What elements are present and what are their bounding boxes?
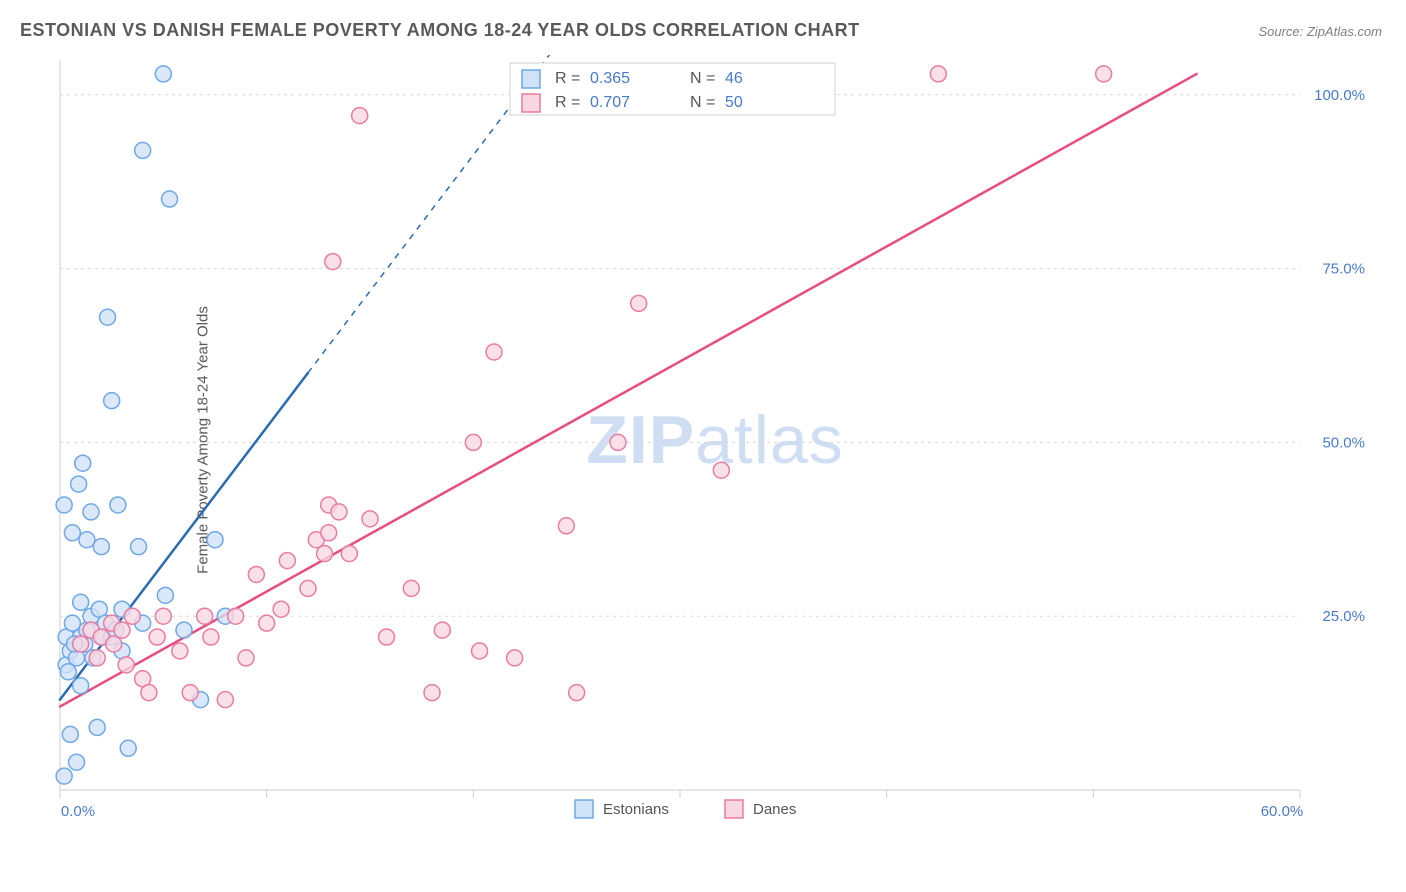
source-attribution: Source: ZipAtlas.com: [1258, 24, 1382, 39]
chart-container: ESTONIAN VS DANISH FEMALE POVERTY AMONG …: [0, 0, 1406, 892]
chart-title: ESTONIAN VS DANISH FEMALE POVERTY AMONG …: [20, 20, 860, 41]
svg-text:75.0%: 75.0%: [1322, 261, 1365, 278]
plot-area: Female Poverty Among 18-24 Year Olds ZIP…: [55, 55, 1375, 825]
svg-text:60.0%: 60.0%: [1261, 803, 1304, 820]
svg-text:0.0%: 0.0%: [61, 803, 95, 820]
svg-text:Estonians: Estonians: [603, 801, 669, 818]
svg-text:Danes: Danes: [753, 801, 796, 818]
svg-text:46: 46: [725, 70, 743, 87]
svg-text:N =: N =: [690, 94, 715, 111]
svg-text:100.0%: 100.0%: [1314, 87, 1365, 104]
svg-text:0.707: 0.707: [590, 94, 630, 111]
svg-text:R =: R =: [555, 94, 580, 111]
svg-text:N =: N =: [690, 70, 715, 87]
svg-text:50: 50: [725, 94, 743, 111]
svg-text:25.0%: 25.0%: [1322, 608, 1365, 625]
scatter-chart: 25.0% 50.0% 75.0% 100.0% 0.0% 60.0% R = 0.365 N …: [55, 55, 1375, 825]
svg-text:0.365: 0.365: [590, 70, 630, 87]
svg-text:R =: R =: [555, 70, 580, 87]
svg-text:50.0%: 50.0%: [1322, 434, 1365, 451]
